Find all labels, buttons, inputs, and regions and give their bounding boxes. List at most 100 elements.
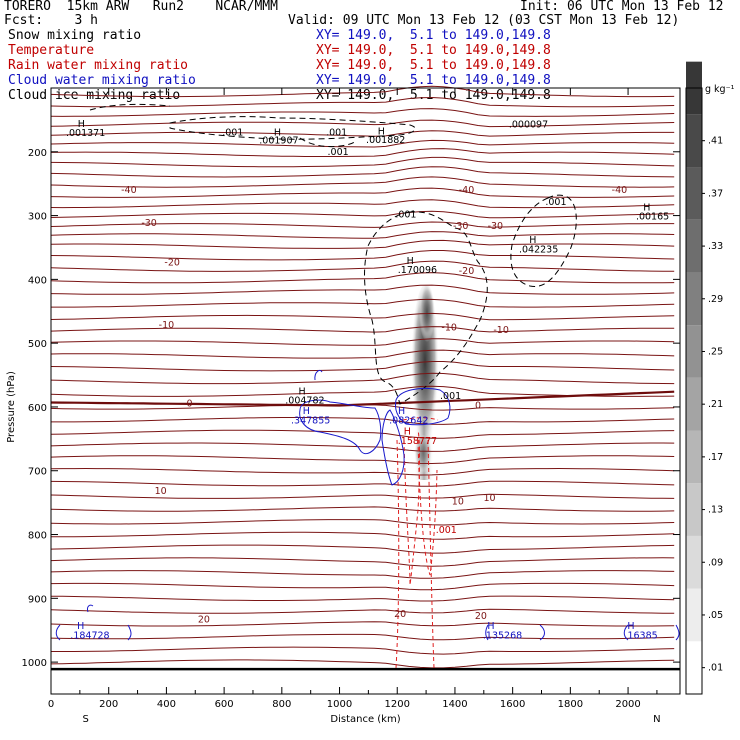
isotherm-line — [50, 231, 675, 239]
rain-water-contour — [395, 439, 400, 669]
y-tick-label: 200 — [28, 148, 47, 159]
field-name-cloud-water: Cloud water mixing ratio — [8, 73, 196, 88]
isotherm-line — [50, 221, 675, 228]
isotherm-label: -20 — [459, 266, 475, 277]
y-tick-label: 800 — [28, 531, 47, 542]
extrema-label: H — [303, 406, 310, 417]
cloud-water-contour — [55, 604, 132, 641]
colorbar: .01 .05 .09 .13 .17 .21 .25 .29 .33 .37 .41 g kg⁻¹ — [685, 61, 735, 695]
isotherm-0c-line — [50, 390, 675, 407]
isotherm-line — [50, 260, 675, 272]
isotherm-label: -30 — [488, 221, 504, 232]
x-tick-label: 800 — [272, 699, 291, 710]
isotherm-label: -10 — [159, 320, 175, 331]
field-xy-cloud-water: XY= 149.0, 5.1 to 149.0,149.8 — [316, 73, 551, 88]
isotherm-line — [50, 467, 675, 476]
extrema-label: .135268 — [483, 631, 522, 642]
x-tick-label: 1200 — [385, 699, 410, 710]
isotherm-line — [50, 633, 675, 641]
isotherm-line — [50, 130, 675, 137]
contour-labels: -40 -40 -40 -30 -30 -30 -20 -20 -10 -10 -10 0 0 10 10 1… — [66, 119, 669, 642]
extrema-label: H — [407, 256, 414, 267]
isotherm-line — [50, 312, 675, 321]
model-title: TORERO 15km ARW Run2 NCAR/MMM — [4, 0, 278, 14]
colorbar-tick-label: .41 — [708, 136, 723, 147]
colorbar-segment — [686, 167, 702, 220]
field-name-rain: Rain water mixing ratio — [8, 58, 189, 73]
isotherm-line — [50, 326, 675, 333]
snow-mixing-ratio-contour — [510, 194, 577, 287]
x-tick-label: 400 — [157, 699, 176, 710]
rain-water-contour — [403, 429, 420, 586]
extrema-label: H — [77, 621, 84, 632]
colorbar-tick-label: .09 — [708, 557, 723, 568]
isotherm-label: 20 — [475, 611, 487, 622]
isotherm-line — [50, 372, 675, 385]
colorbar-segment — [686, 588, 702, 642]
x-tick-label: 200 — [99, 699, 118, 710]
extrema-label: .001 — [328, 147, 349, 158]
x-tick-label: 1400 — [442, 699, 467, 710]
hydrometeor-contours — [55, 103, 680, 669]
cloud-water-contour — [485, 624, 545, 641]
colorbar-segment — [686, 114, 702, 168]
cloud-water-contour — [314, 369, 323, 381]
isotherm-line — [50, 493, 675, 499]
temperature-isotherms — [50, 85, 675, 669]
isotherm-line — [50, 519, 675, 526]
valid-time: Valid: 09 UTC Mon 13 Feb 12 (03 CST Mon … — [288, 13, 680, 28]
extrema-label: .001 — [222, 127, 243, 138]
x-tick-label: 1000 — [327, 699, 352, 710]
extrema-label: .16385 — [624, 631, 657, 642]
plot-frame — [50, 87, 681, 695]
colorbar-tick-label: .01 — [708, 663, 723, 674]
y-tick-label: 600 — [28, 403, 47, 414]
isotherm-line — [50, 239, 675, 249]
extrema-label: H — [529, 235, 536, 246]
colorbar-unit: g kg⁻¹ — [705, 84, 735, 95]
isotherm-line — [50, 506, 675, 512]
isotherm-line — [50, 349, 675, 359]
isotherm-label: -30 — [453, 221, 469, 232]
colorbar-segment — [686, 641, 702, 694]
isotherm-line — [50, 361, 675, 372]
extrema-label: .001 — [436, 525, 457, 536]
isotherm-line — [50, 621, 675, 627]
cloud-water-contour — [299, 399, 382, 455]
isotherm-label: 0 — [475, 400, 481, 411]
extrema-label: H — [78, 119, 85, 130]
init-time: Init: 06 UTC Mon 13 Feb 12 — [520, 0, 724, 14]
isotherm-line — [50, 148, 675, 157]
extrema-label: H — [487, 621, 494, 632]
cloud-water-contour — [395, 387, 451, 426]
extrema-label: .184728 — [70, 631, 109, 642]
x-axis-label: Distance (km) — [330, 714, 400, 725]
y-tick-label: 500 — [28, 339, 47, 350]
isotherm-line — [50, 96, 675, 108]
isotherm-line — [50, 544, 675, 554]
isotherm-line — [50, 139, 675, 148]
colorbar-tick-label: .37 — [708, 188, 723, 199]
extrema-label: H — [398, 406, 405, 417]
isotherm-line — [50, 119, 675, 128]
x-tick-label: 1600 — [500, 699, 525, 710]
colorbar-tick-label: .13 — [708, 505, 723, 516]
x-tick-label: 1800 — [558, 699, 583, 710]
isotherm-label: -10 — [441, 323, 457, 334]
isotherm-label: -10 — [493, 325, 509, 336]
isotherm-line — [50, 480, 675, 487]
isotherm-line — [51, 417, 675, 425]
y-tick-label: 400 — [28, 275, 47, 286]
isotherm-label: -40 — [612, 185, 628, 196]
extrema-label: H — [274, 127, 281, 138]
extrema-label: H — [404, 427, 411, 438]
isotherm-label: 0 — [186, 398, 192, 409]
extrema-label: .347855 — [291, 416, 330, 427]
y-tick-label: 300 — [28, 212, 47, 223]
colorbar-tick-label: .29 — [708, 294, 723, 305]
field-xy-temperature: XY= 149.0, 5.1 to 149.0,149.8 — [316, 43, 551, 58]
extrema-label: .000097 — [509, 120, 548, 131]
isotherm-line — [50, 85, 675, 98]
colorbar-segment — [686, 219, 702, 273]
rain-water-contour — [417, 439, 438, 576]
